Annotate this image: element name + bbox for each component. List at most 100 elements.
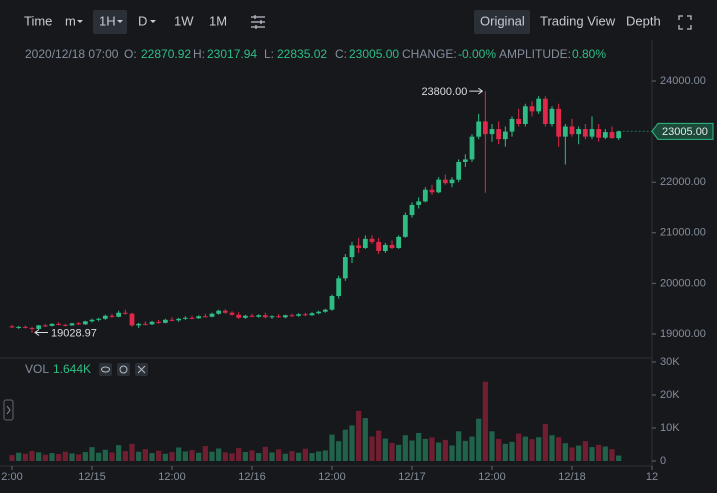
volume-bar	[602, 446, 608, 461]
volume-bar	[436, 442, 442, 461]
view-button[interactable]: Original	[480, 13, 525, 28]
vol-close[interactable]	[135, 363, 148, 376]
interval-button[interactable]: 1W	[174, 13, 194, 28]
fullscreen-icon[interactable]	[678, 15, 692, 30]
volume-bar	[469, 436, 475, 461]
volume-bar	[182, 451, 188, 461]
interval-button[interactable]: m	[65, 13, 76, 28]
volume-bar	[142, 449, 148, 461]
interval-button[interactable]: Time	[24, 13, 52, 28]
candle-body	[536, 98, 542, 112]
candle-body	[42, 325, 48, 327]
volume-bar	[396, 444, 402, 461]
volume-bar	[89, 447, 95, 461]
y-tick-label: 21000.00	[660, 227, 706, 239]
candle-body	[582, 129, 588, 137]
volume-bar	[316, 451, 322, 461]
candle-body	[22, 326, 28, 328]
volume-bar	[336, 441, 342, 461]
interval-button[interactable]: 1M	[209, 13, 227, 28]
volume-bar	[256, 453, 262, 461]
volume-bar	[282, 453, 288, 461]
candle-body	[349, 245, 355, 258]
candle-body	[482, 121, 488, 135]
volume-bar	[569, 447, 575, 461]
volume-bar	[429, 437, 435, 461]
volume-label: VOL	[25, 362, 49, 376]
candle-body	[322, 309, 328, 312]
candle-body	[249, 315, 255, 317]
vol-settings[interactable]	[117, 363, 130, 376]
candle-body	[542, 98, 548, 124]
candle-body	[422, 189, 428, 202]
volume-bar	[42, 454, 48, 461]
interval-button[interactable]: D	[138, 13, 147, 28]
candle-body	[409, 204, 415, 216]
volume-bar	[189, 450, 195, 461]
candle-body	[129, 313, 135, 326]
candle-body	[36, 325, 42, 329]
candle-body	[29, 327, 35, 329]
volume-bar	[156, 450, 162, 461]
candle-body	[602, 132, 608, 138]
interval-button[interactable]: 1H	[99, 13, 116, 28]
candle-body	[616, 131, 622, 139]
candle-body	[516, 118, 522, 124]
candle-body	[429, 189, 435, 193]
candle-body	[609, 132, 615, 139]
volume-bar	[236, 448, 242, 461]
volume-bar	[202, 446, 208, 461]
y-tick-label: 20000.00	[660, 277, 706, 289]
volume-bar	[102, 449, 108, 461]
volume-bar	[482, 381, 488, 461]
candle-body	[456, 161, 462, 180]
candle-body	[402, 215, 408, 237]
candle-body	[156, 321, 162, 323]
volume-bar	[136, 451, 142, 461]
volume-bar	[562, 443, 568, 461]
candle-body	[216, 310, 222, 314]
active-view[interactable]	[474, 10, 530, 34]
volume-bar	[162, 453, 168, 461]
x-tick-label: 12:00	[318, 471, 346, 483]
side-tab[interactable]	[3, 399, 14, 421]
candle-body	[136, 323, 142, 326]
volume-bar	[49, 453, 55, 461]
volume-bar	[242, 452, 248, 461]
volume-bar	[402, 435, 408, 461]
candle-body	[369, 238, 375, 242]
volume-bar	[269, 452, 275, 461]
volume-bar	[149, 453, 155, 461]
candle-body	[49, 323, 55, 326]
volume-bar	[462, 440, 468, 461]
candle-body	[102, 315, 108, 319]
candle-body	[176, 318, 182, 321]
view-button[interactable]: Depth	[626, 13, 661, 28]
info-close-label: C:	[335, 47, 347, 61]
volume-bar	[62, 451, 68, 461]
x-tick-label: 12/15	[78, 471, 106, 483]
low-arrow	[34, 329, 48, 336]
vol-eye[interactable]	[99, 363, 112, 376]
volume-bar	[56, 454, 62, 461]
volume-bar	[582, 441, 588, 461]
volume-bar	[16, 452, 22, 461]
candle-body	[396, 236, 402, 248]
view-button[interactable]: Trading View	[540, 13, 616, 28]
high-annotation: 23800.00	[421, 86, 467, 98]
volume-bar	[496, 438, 502, 461]
dropdown-caret	[150, 20, 156, 23]
x-tick-label: 12	[646, 471, 658, 483]
dropdown-caret	[77, 20, 83, 23]
candle-body	[502, 131, 508, 140]
volume-bar	[362, 418, 368, 461]
candle-body	[209, 313, 215, 317]
candle-body	[316, 311, 322, 314]
settings-icon[interactable]	[251, 15, 265, 29]
volume-bar	[409, 440, 415, 461]
candle-body	[16, 326, 22, 328]
volume-bar	[522, 436, 528, 461]
candle-body	[69, 323, 75, 326]
active-interval[interactable]	[93, 10, 127, 34]
